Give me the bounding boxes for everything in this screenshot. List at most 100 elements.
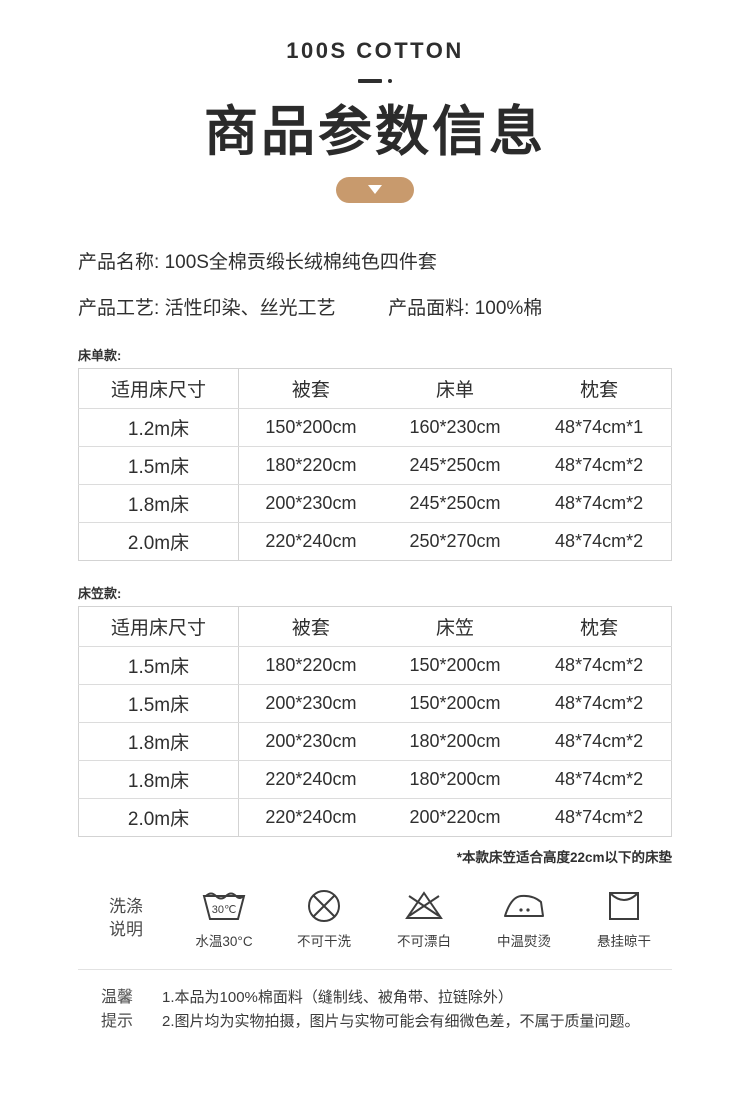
table-row: 2.0m床 220*240cm 200*220cm 48*74cm*2 bbox=[78, 798, 672, 837]
cell-fitted-sheet: 180*200cm bbox=[382, 722, 528, 761]
wash-care-item: 30℃ 水温30°C bbox=[174, 888, 274, 950]
tips-lines: 1.本品为100%棉面料（缝制线、被角带、拉链除外） 2.图片均为实物拍摄，图片… bbox=[156, 986, 672, 1035]
cell-bed-size: 1.2m床 bbox=[78, 408, 239, 447]
cell-fitted-sheet: 200*220cm bbox=[409, 806, 501, 827]
th-duvet-cover: 被套 bbox=[238, 606, 383, 647]
cell-bed-size: 1.8m床 bbox=[78, 760, 239, 799]
cell-bed-size: 2.0m床 bbox=[78, 798, 239, 837]
page-header: 100S COTTON 商品参数信息 bbox=[0, 0, 750, 203]
cell-pillowcase: 48*74cm*2 bbox=[527, 446, 672, 485]
fitted-table-caption: 床笠款: bbox=[78, 585, 122, 601]
cell-pillowcase: 48*74cm*2 bbox=[527, 684, 672, 723]
scroll-hint-badge-wrap bbox=[0, 176, 750, 203]
product-craft-value: 活性印染、丝光工艺 bbox=[164, 298, 336, 320]
table-row: 1.5m床 200*230cm 150*200cm 48*74cm*2 bbox=[78, 684, 672, 723]
page-title: 商品参数信息 bbox=[204, 102, 546, 162]
tips-label: 温馨 提示 bbox=[78, 986, 156, 1034]
header-decoration bbox=[0, 76, 750, 86]
table-row: 1.8m床 220*240cm 180*200cm 48*74cm*2 bbox=[78, 760, 672, 799]
cell-bed-size: 1.5m床 bbox=[78, 684, 239, 723]
cell-bed-size: 1.5m床 bbox=[78, 646, 239, 685]
product-name-value: 100S全棉贡缎长绒棉纯色四件套 bbox=[164, 251, 437, 273]
wash-care-caption: 不可漂白 bbox=[397, 933, 451, 949]
iron-medium-heat-icon bbox=[501, 888, 547, 924]
sheet-table-section: 床单款: 适用床尺寸 被套 床单 枕套 1.2m床 150*200cm 160*… bbox=[78, 345, 672, 561]
dash-icon bbox=[358, 79, 382, 83]
hang-dry-icon bbox=[607, 888, 641, 924]
table-row: 2.0m床 220*240cm 250*270cm 48*74cm*2 bbox=[78, 522, 672, 561]
cell-pillowcase: 48*74cm*1 bbox=[527, 408, 672, 447]
fitted-spec-table: 适用床尺寸 被套 床笠 枕套 1.5m床 180*220cm 150*200cm… bbox=[78, 605, 672, 837]
cell-bed-sheet: 245*250cm bbox=[382, 446, 528, 485]
cell-pillowcase: 48*74cm*2 bbox=[527, 760, 672, 799]
cell-fitted-sheet: 150*200cm bbox=[382, 684, 528, 723]
cell-bed-sheet: 245*250cm bbox=[382, 484, 528, 523]
wash-care-item: 不可干洗 bbox=[274, 888, 374, 950]
wash-care-caption: 悬挂晾干 bbox=[597, 933, 651, 949]
wash-tub-30c-icon: 30℃ bbox=[200, 888, 248, 924]
dot-icon bbox=[388, 79, 392, 83]
cell-fitted-sheet: 180*200cm bbox=[382, 760, 528, 799]
wash-care-label: 洗涤 说明 bbox=[78, 896, 174, 942]
fitted-table-footnote: *本款床笠适合高度22cm以下的床垫 bbox=[456, 849, 672, 865]
wash-care-caption: 不可干洗 bbox=[297, 933, 351, 949]
wash-care-label-line2: 说明 bbox=[109, 919, 143, 939]
scroll-hint-badge[interactable] bbox=[336, 176, 414, 203]
th-fitted-sheet: 床笠 bbox=[382, 606, 528, 647]
product-fabric-value: 100%棉 bbox=[474, 298, 543, 320]
cell-pillowcase: 48*74cm*2 bbox=[527, 484, 672, 523]
th-pillowcase: 枕套 bbox=[527, 606, 672, 647]
cell-bed-sheet: 250*270cm bbox=[409, 530, 501, 551]
product-fabric-label: 产品面料: bbox=[388, 298, 470, 320]
th-bed-sheet: 床单 bbox=[382, 368, 528, 409]
no-bleach-icon bbox=[403, 888, 445, 924]
table-row: 1.8m床 200*230cm 180*200cm 48*74cm*2 bbox=[78, 722, 672, 761]
cell-bed-size: 2.0m床 bbox=[78, 522, 239, 561]
cell-duvet-cover: 150*200cm bbox=[238, 408, 383, 447]
page-content: 产品名称: 100S全棉贡缎长绒棉纯色四件套 产品工艺: 活性印染、丝光工艺 产… bbox=[0, 249, 750, 1035]
wash-care-item: 悬挂晾干 bbox=[574, 888, 674, 950]
wash-care-section: 洗涤 说明 30℃ 水温30°C bbox=[78, 888, 672, 950]
section-divider bbox=[78, 968, 672, 970]
tips-line: 1.本品为100%棉面料（缝制线、被角带、拉链除外） bbox=[162, 988, 513, 1006]
table-header-row: 适用床尺寸 被套 床笠 枕套 bbox=[78, 606, 672, 647]
tips-line: 2.图片均为实物拍摄，图片与实物可能会有细微色差，不属于质量问题。 bbox=[162, 1013, 640, 1031]
th-bed-size: 适用床尺寸 bbox=[78, 368, 239, 409]
cell-bed-size: 1.8m床 bbox=[78, 722, 239, 761]
wash-care-item: 不可漂白 bbox=[374, 888, 474, 950]
tips-label-line1: 温馨 bbox=[100, 988, 133, 1006]
cell-bed-size: 1.5m床 bbox=[78, 446, 239, 485]
cell-duvet-cover: 220*240cm bbox=[238, 760, 383, 799]
eyebrow-text: 100S COTTON bbox=[286, 38, 464, 63]
product-name-line: 产品名称: 100S全棉贡缎长绒棉纯色四件套 bbox=[78, 249, 672, 277]
wash-care-label-line1: 洗涤 bbox=[109, 896, 143, 916]
no-dry-clean-icon bbox=[306, 888, 342, 924]
tips-section: 温馨 提示 1.本品为100%棉面料（缝制线、被角带、拉链除外） 2.图片均为实… bbox=[78, 986, 672, 1035]
cell-pillowcase: 48*74cm*2 bbox=[527, 646, 672, 685]
tips-label-line2: 提示 bbox=[100, 1012, 133, 1030]
sheet-spec-table: 适用床尺寸 被套 床单 枕套 1.2m床 150*200cm 160*230cm… bbox=[78, 367, 672, 561]
product-info-block: 产品名称: 100S全棉贡缎长绒棉纯色四件套 产品工艺: 活性印染、丝光工艺 产… bbox=[78, 249, 672, 323]
cell-duvet-cover: 220*240cm bbox=[265, 530, 357, 551]
cell-duvet-cover: 200*230cm bbox=[238, 722, 383, 761]
wash-care-icons: 30℃ 水温30°C 不可干洗 bbox=[174, 888, 674, 950]
wash-care-caption: 中温熨烫 bbox=[497, 933, 551, 949]
cell-pillowcase: 48*74cm*2 bbox=[555, 806, 644, 827]
cell-duvet-cover: 220*240cm bbox=[265, 806, 357, 827]
table-row: 1.8m床 200*230cm 245*250cm 48*74cm*2 bbox=[78, 484, 672, 523]
cell-duvet-cover: 200*230cm bbox=[238, 684, 383, 723]
sheet-table-caption: 床单款: bbox=[78, 347, 122, 363]
cell-duvet-cover: 180*220cm bbox=[238, 646, 383, 685]
cell-pillowcase: 48*74cm*2 bbox=[555, 530, 644, 551]
th-pillowcase: 枕套 bbox=[527, 368, 672, 409]
table-row: 1.2m床 150*200cm 160*230cm 48*74cm*1 bbox=[78, 408, 672, 447]
wash-care-caption: 水温30°C bbox=[195, 933, 253, 949]
cell-bed-size: 1.8m床 bbox=[78, 484, 239, 523]
th-duvet-cover: 被套 bbox=[238, 368, 383, 409]
table-row: 1.5m床 180*220cm 245*250cm 48*74cm*2 bbox=[78, 446, 672, 485]
table-header-row: 适用床尺寸 被套 床单 枕套 bbox=[78, 368, 672, 409]
svg-text:30℃: 30℃ bbox=[212, 904, 237, 916]
cell-pillowcase: 48*74cm*2 bbox=[527, 722, 672, 761]
cell-fitted-sheet: 150*200cm bbox=[382, 646, 528, 685]
chevron-down-icon bbox=[368, 185, 382, 195]
